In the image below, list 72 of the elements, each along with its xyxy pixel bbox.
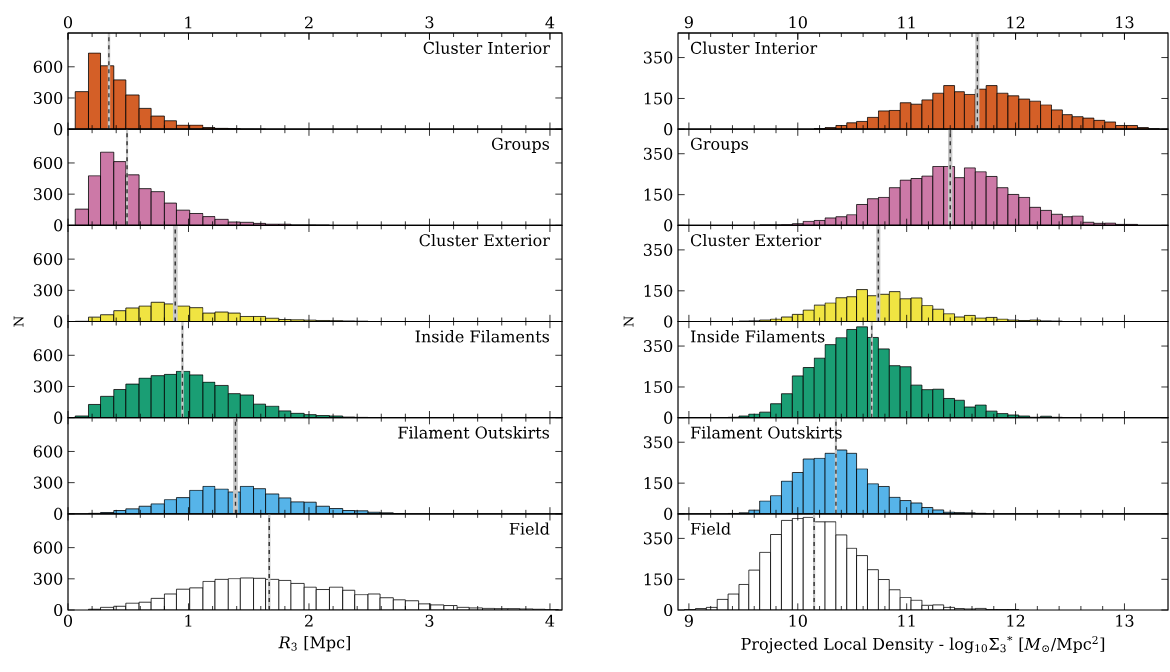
x2-tick-label: 12 [1007, 16, 1025, 29]
text: Groups [690, 137, 749, 153]
text: Groups [491, 137, 550, 153]
x2-tick-label: 0 [63, 16, 73, 29]
y-axis-title: N [623, 316, 634, 327]
y-tick-label: 300 [33, 284, 63, 297]
x-tick-label: 3 [425, 614, 434, 627]
x-tick-label: 12 [1007, 614, 1025, 627]
y-axis-title: N [13, 316, 24, 327]
y-tick-label: 150 [644, 380, 673, 394]
y-tick-label: 600 [33, 156, 63, 170]
chart-title: Cluster Exterior [419, 233, 550, 247]
y-tick-label: 600 [33, 445, 63, 458]
x2-tick-label: 10 [789, 16, 807, 29]
chart-title: Cluster Interior [690, 41, 818, 54]
y-tick-label: 0 [54, 315, 63, 328]
y-tick-label: 150 [644, 284, 673, 297]
y-tick-label: 350 [643, 340, 673, 353]
y-tick-label: 0 [664, 411, 673, 424]
y-tick-label: 300 [33, 188, 63, 201]
y-tick-label: 0 [54, 603, 63, 617]
x2-tick-label: 1 [185, 16, 192, 29]
chart-title: Cluster Interior [423, 41, 550, 54]
y-tick-label: 150 [644, 92, 673, 105]
x-tick-label: 13 [1116, 614, 1134, 627]
x2-tick-label: 9 [684, 16, 693, 29]
x-tick-label: 4 [545, 614, 555, 627]
y-tick-label: 350 [643, 147, 673, 160]
x-axis-title: R$_{3}$ [Mpc] [278, 635, 350, 652]
y-tick-label: 600 [33, 60, 63, 73]
chart-title: Filament Outskirts [690, 426, 842, 439]
chart-title: Cluster Exterior [690, 233, 822, 247]
x2-tick-label: 4 [545, 16, 555, 29]
chart-title: Inside Filaments [415, 330, 550, 343]
y-tick-label: 300 [33, 380, 63, 393]
x2-tick-label: 2 [304, 16, 313, 29]
chart-title: Field [509, 522, 550, 535]
x-tick-label: 2 [304, 614, 313, 627]
chart-title: Field [690, 522, 731, 535]
x-tick-label: 10 [789, 614, 807, 627]
x-tick-label: 11 [898, 614, 915, 627]
y-tick-label: 350 [643, 532, 673, 545]
y-tick-label: 0 [54, 507, 63, 520]
y-tick-label: 600 [33, 253, 63, 266]
y-tick-label: 0 [664, 603, 673, 617]
y-tick-label: 300 [33, 476, 63, 489]
x2-tick-label: 13 [1116, 16, 1134, 29]
y-tick-label: 600 [33, 541, 63, 554]
y-tick-label: 150 [644, 477, 673, 490]
y-tick-label: 350 [643, 243, 673, 256]
y-tick-label: 0 [664, 507, 673, 520]
y-tick-label: 150 [644, 188, 673, 201]
x2-tick-label: 11 [898, 16, 915, 29]
y-tick-label: 150 [644, 573, 673, 586]
y-tick-label: 300 [33, 91, 63, 105]
y-tick-label: 0 [54, 219, 63, 232]
y-tick-label: 300 [33, 572, 63, 585]
x2-tick-label: 3 [425, 16, 434, 29]
y-tick-label: 600 [33, 349, 63, 362]
x-tick-label: 9 [684, 614, 693, 627]
x-tick-label: 1 [185, 614, 192, 627]
chart-title: Inside Filaments [690, 330, 825, 343]
text: Projected Local Density - log$_{10}$Σ$_{3}$$^{*}$ [M$_{⊙}$/Mpc$^{2}$] [741, 635, 1105, 654]
y-tick-label: 0 [54, 123, 63, 136]
y-tick-label: 0 [664, 219, 673, 232]
y-tick-label: 0 [664, 123, 673, 136]
x-tick-label: 0 [63, 614, 73, 627]
chart-title: Filament Outskirts [398, 426, 550, 439]
y-tick-label: 0 [664, 315, 673, 328]
y-tick-label: 350 [643, 51, 673, 64]
y-tick-label: 0 [54, 411, 63, 424]
y-tick-label: 350 [643, 436, 673, 449]
